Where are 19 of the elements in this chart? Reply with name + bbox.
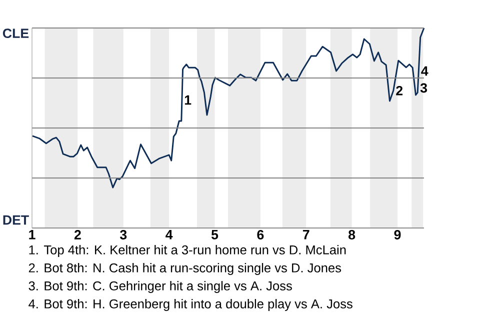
x-tick-label: 6 xyxy=(257,230,264,240)
text: 4. Bot 9th: H. Greenberg hit into a double play vs A. Joss xyxy=(28,299,352,311)
annotation: 3 xyxy=(420,83,428,93)
text: DET xyxy=(3,215,29,225)
x-tick-label: 8 xyxy=(348,230,356,240)
x-tick-label: 2 xyxy=(74,230,81,240)
annotation: 4 xyxy=(421,66,428,76)
text: 1. Top 4th: K. Keltner hit a 3-run home run vs D. McLain xyxy=(29,245,346,257)
x-tick-label: 9 xyxy=(394,230,401,240)
x-tick-label: 4 xyxy=(166,230,173,240)
x-tick-label: 3 xyxy=(120,230,127,240)
text: CLE xyxy=(2,28,29,38)
x-tick-label: 5 xyxy=(211,230,218,240)
text: 2. Bot 8th: N. Cash hit a run-scoring single vs D. Jones xyxy=(28,263,342,275)
x-tick-label: 7 xyxy=(302,230,310,240)
annotation: 2 xyxy=(396,86,403,96)
x-tick-label: 1 xyxy=(29,230,36,240)
annotation: 1 xyxy=(184,95,192,105)
text: 3. Bot 9th: C. Gehringer hit a single vs A. Joss xyxy=(28,281,292,293)
